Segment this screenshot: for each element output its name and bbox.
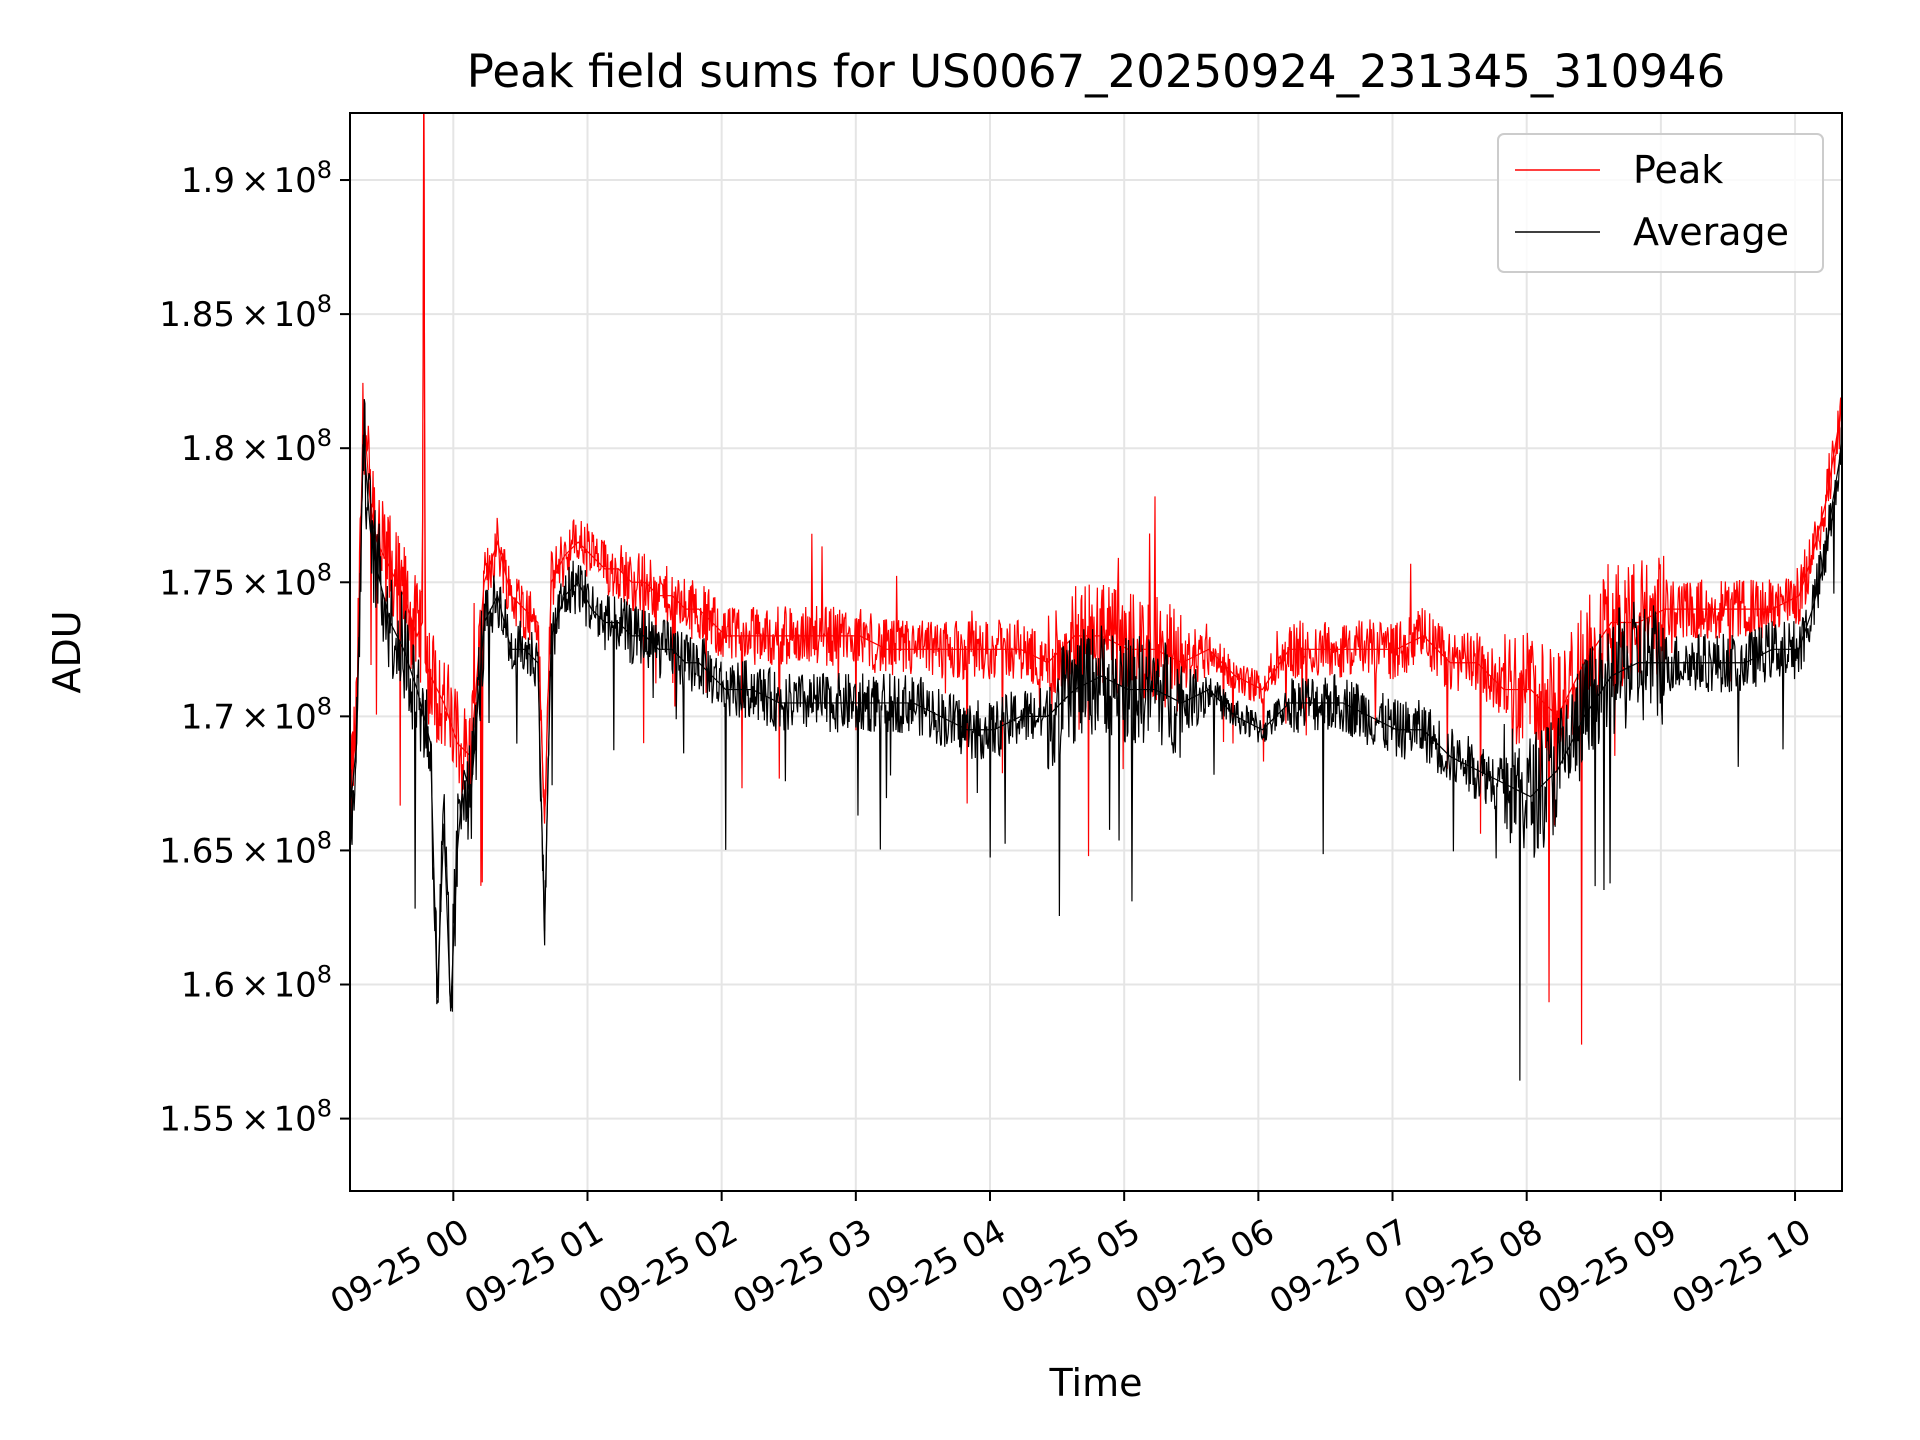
- y-tick-exponent: 8: [317, 961, 332, 989]
- legend-box: [1497, 133, 1824, 273]
- y-tick-label: 1.55 × 108: [159, 1095, 332, 1140]
- y-tick-label: 1.8 × 108: [181, 424, 332, 469]
- y-tick-exponent: 8: [317, 1095, 332, 1123]
- y-tick-base: 10: [273, 429, 316, 469]
- y-tick-times: ×: [241, 697, 270, 737]
- y-tick-exponent: 8: [317, 826, 332, 854]
- y-axis-label: ADU: [45, 610, 89, 693]
- y-tick-mantissa: 1.7: [181, 697, 235, 737]
- series-keyline-peak: [350, 113, 1842, 824]
- y-tick-label: 1.9 × 108: [181, 156, 332, 201]
- y-tick-times: ×: [241, 161, 270, 201]
- y-tick-times: ×: [241, 1100, 270, 1140]
- y-tick-mantissa: 1.85: [159, 295, 235, 335]
- series-layer: [350, 113, 1842, 1081]
- y-tick-base: 10: [273, 295, 316, 335]
- y-tick-mantissa: 1.6: [181, 966, 235, 1006]
- y-tick-mantissa: 1.75: [159, 563, 235, 603]
- y-tick-label: 1.65 × 108: [159, 826, 332, 871]
- y-tick-exponent: 8: [317, 290, 332, 318]
- legend-label-peak: Peak: [1633, 148, 1723, 192]
- legend: Peak Average: [1497, 133, 1824, 273]
- y-tick-base: 10: [273, 161, 316, 201]
- y-tick-label: 1.6 × 108: [181, 961, 332, 1006]
- y-tick-times: ×: [241, 831, 270, 871]
- y-tick-times: ×: [241, 563, 270, 603]
- y-tick-times: ×: [241, 966, 270, 1006]
- y-tick-mantissa: 1.55: [159, 1100, 235, 1140]
- y-tick-base: 10: [273, 563, 316, 603]
- x-axis-label: Time: [1049, 1361, 1143, 1405]
- y-tick-mantissa: 1.8: [181, 429, 235, 469]
- plot-frame: [349, 112, 1843, 1192]
- y-tick-label: 1.85 × 108: [159, 290, 332, 335]
- y-tick-exponent: 8: [317, 558, 332, 586]
- series-average: [350, 398, 1842, 1081]
- y-tick-times: ×: [241, 429, 270, 469]
- y-tick-base: 10: [273, 966, 316, 1006]
- y-tick-base: 10: [273, 831, 316, 871]
- y-tick-mantissa: 1.9: [181, 161, 235, 201]
- y-tick-times: ×: [241, 295, 270, 335]
- y-tick-exponent: 8: [317, 692, 332, 720]
- chart-title: Peak field sums for US0067_20250924_2313…: [467, 45, 1725, 98]
- legend-label-average: Average: [1633, 210, 1789, 254]
- series-keyline-average: [350, 434, 1842, 1012]
- series-line-average: [350, 398, 1842, 1081]
- y-tick-exponent: 8: [317, 156, 332, 184]
- y-tick-base: 10: [273, 697, 316, 737]
- y-tick-mantissa: 1.65: [159, 831, 235, 871]
- y-tick-exponent: 8: [317, 424, 332, 452]
- y-tick-label: 1.7 × 108: [181, 692, 332, 737]
- y-tick-base: 10: [273, 1100, 316, 1140]
- y-tick-label: 1.75 × 108: [159, 558, 332, 603]
